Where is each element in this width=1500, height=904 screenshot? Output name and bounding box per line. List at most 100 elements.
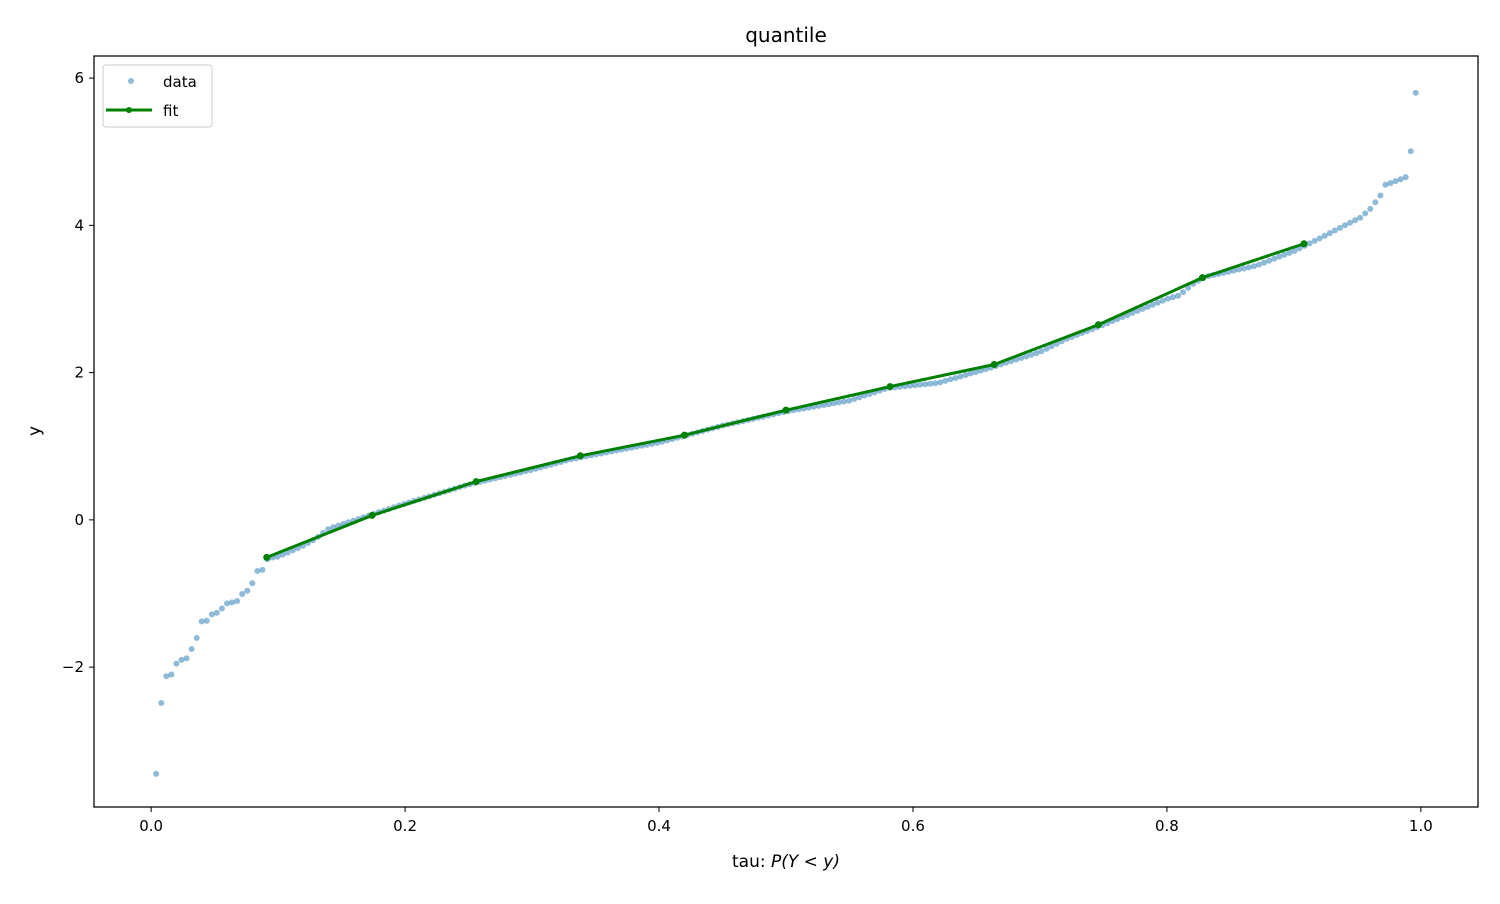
data-point	[1038, 348, 1045, 355]
data-point	[1175, 292, 1182, 299]
data-point	[1397, 176, 1404, 183]
data-point	[1023, 353, 1030, 360]
data-point	[1331, 227, 1338, 234]
y-axis-label: y	[25, 426, 45, 436]
data-point	[942, 377, 949, 384]
data-point	[218, 605, 225, 612]
data-point	[1276, 253, 1283, 260]
data-point	[1134, 307, 1141, 314]
x-tick-label: 0.6	[901, 817, 925, 835]
data-point	[234, 597, 241, 604]
data-point	[1180, 289, 1187, 296]
data-point	[1033, 350, 1040, 357]
data-point	[1169, 294, 1176, 301]
data-point	[1382, 181, 1389, 188]
y-tick-label: 0	[74, 511, 84, 529]
data-point	[1392, 178, 1399, 185]
data-point	[972, 369, 979, 376]
data-point	[1387, 179, 1394, 186]
x-tick-label: 1.0	[1409, 817, 1433, 835]
data-point	[1043, 345, 1050, 352]
data-point	[224, 600, 231, 607]
y-tick-label: 4	[74, 216, 84, 234]
data-point	[1372, 199, 1379, 206]
data-point	[957, 373, 964, 380]
data-point	[183, 655, 190, 662]
data-point	[962, 372, 969, 379]
fit-point	[1198, 274, 1206, 282]
data-point	[1250, 263, 1257, 270]
data-point	[922, 381, 929, 388]
data-point	[1149, 301, 1156, 308]
data-point	[927, 380, 934, 387]
data-point	[1144, 303, 1151, 310]
fit-point	[1300, 240, 1308, 248]
data-point	[1139, 305, 1146, 312]
data-point	[1311, 237, 1318, 244]
x-axis-label: tau: P(Y < y)	[732, 852, 840, 872]
y-tick-label: 6	[74, 69, 84, 87]
data-point	[851, 395, 858, 402]
fit-point	[990, 360, 998, 368]
legend-fit-label: fit	[163, 102, 178, 120]
data-point	[1291, 247, 1298, 254]
data-point	[244, 587, 251, 594]
fit-point	[368, 511, 376, 519]
data-point	[1326, 230, 1333, 237]
data-point	[820, 402, 827, 409]
fit-point	[782, 406, 790, 414]
legend: data fit	[102, 64, 213, 128]
data-point	[1240, 265, 1247, 272]
data-point	[911, 382, 918, 389]
data-point	[1412, 89, 1419, 96]
legend-fit-marker	[126, 107, 132, 113]
data-point	[846, 397, 853, 404]
x-tick-label: 0.4	[647, 817, 671, 835]
data-point	[208, 611, 215, 618]
data-point	[1341, 222, 1348, 229]
chart-title: quantile	[745, 23, 827, 47]
data-point	[1245, 264, 1252, 271]
data-point	[1286, 249, 1293, 256]
data-point	[1377, 192, 1384, 199]
data-point	[952, 374, 959, 381]
y-tick-label: 2	[74, 364, 84, 382]
y-tick-label: −2	[62, 658, 84, 676]
data-point	[178, 656, 185, 663]
data-point	[153, 770, 160, 777]
data-point	[239, 591, 246, 598]
data-point	[249, 580, 256, 587]
data-point	[937, 379, 944, 386]
axes: 0.0 0.2 0.4 0.6 0.8 1.0 −2 0 2 4 6	[62, 69, 1433, 835]
data-point	[188, 646, 195, 653]
data-point	[1028, 351, 1035, 358]
legend-data-marker	[128, 78, 134, 84]
data-point	[836, 399, 843, 406]
data-point	[229, 599, 236, 606]
data-point	[856, 394, 863, 401]
data-point	[1362, 210, 1369, 217]
data-point	[917, 381, 924, 388]
data-point	[1357, 214, 1364, 221]
data-point	[173, 660, 180, 667]
data-point	[1271, 255, 1278, 262]
fit-point	[1094, 321, 1102, 329]
data-point	[158, 700, 165, 707]
data-point	[1164, 295, 1171, 302]
data-point	[932, 380, 939, 387]
x-tick-label: 0.2	[393, 817, 417, 835]
fit-point	[576, 452, 584, 460]
data-point	[168, 671, 175, 678]
data-point	[1255, 261, 1262, 268]
data-point	[1306, 240, 1313, 247]
data-point	[1321, 232, 1328, 239]
data-point	[198, 618, 205, 625]
data-point	[906, 382, 913, 389]
data-point	[947, 376, 954, 383]
data-point	[193, 635, 200, 642]
plot-frame	[93, 55, 1479, 808]
data-point	[1347, 219, 1354, 226]
data-point	[825, 401, 832, 408]
